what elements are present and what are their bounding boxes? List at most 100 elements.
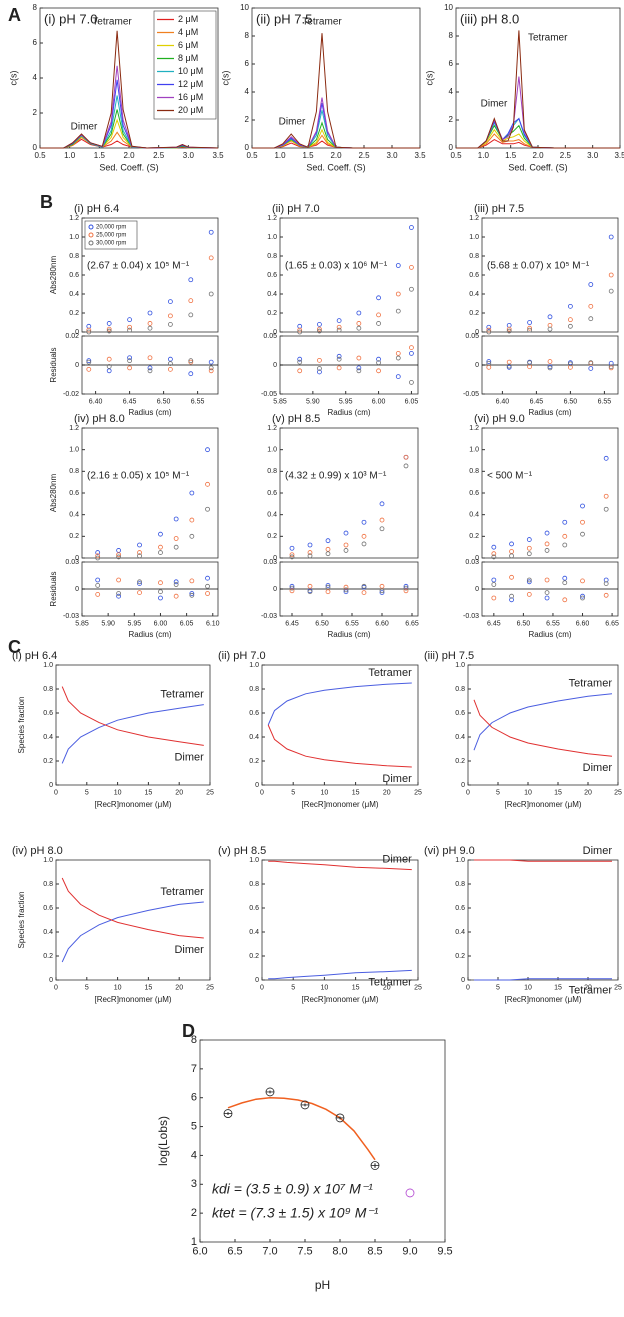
y-tick-label: 0.6 [249, 905, 259, 912]
y-tick-label: 0.4 [43, 734, 53, 741]
series-label: Tetramer [160, 689, 204, 701]
y-tick-label: 0 [475, 555, 479, 562]
marker [336, 318, 342, 324]
x-tick-label: 15 [352, 984, 360, 991]
marker [506, 326, 512, 332]
marker [361, 590, 367, 595]
series-line [252, 97, 420, 149]
y-tick-label: 0 [449, 143, 454, 152]
x-tick-label: 25 [614, 789, 622, 796]
marker [307, 550, 313, 555]
marker [356, 365, 362, 371]
x-tick-label: 5 [291, 789, 295, 796]
x-tick-label: 20 [584, 789, 592, 796]
marker [608, 288, 614, 294]
y-tick-label: 0.4 [69, 291, 79, 298]
y-tick-label: -0.03 [261, 613, 277, 620]
series-line [252, 103, 420, 149]
marker [580, 593, 585, 599]
x-tick-label: 25 [206, 789, 214, 796]
annotation: (1.65 ± 0.03) x 10⁶ M⁻¹ [285, 261, 388, 272]
marker [608, 234, 614, 240]
marker [356, 325, 362, 331]
x-axis-label: [RecR]monomer (μM) [504, 995, 581, 1004]
marker [608, 272, 614, 278]
marker [116, 552, 122, 558]
marker [205, 481, 210, 487]
marker [568, 323, 573, 329]
marker [409, 350, 414, 356]
y-tick-label: 0.8 [69, 468, 79, 475]
marker [158, 531, 163, 537]
plot-frame [467, 859, 619, 981]
marker [106, 364, 112, 369]
y-tick-label: 0 [461, 782, 465, 789]
marker [325, 551, 331, 557]
marker [336, 365, 342, 371]
marker [376, 360, 381, 366]
x-tick-label: 15 [145, 789, 153, 796]
y-tick-label: 0.6 [455, 710, 465, 717]
x-tick-label: 6.55 [345, 620, 359, 627]
annotation: (2.16 ± 0.05) x 10⁵ M⁻¹ [87, 471, 190, 482]
y-tick-label: 2 [191, 1207, 197, 1219]
x-tick-label: 6.10 [206, 620, 220, 627]
marker [395, 355, 401, 361]
y-tick-label: 0.8 [249, 881, 259, 888]
chart-title: (iv) pH 8.0 [12, 845, 63, 857]
series-line [456, 30, 620, 149]
x-tick-label: 15 [554, 984, 562, 991]
y-tick-label: 2 [33, 108, 38, 117]
chart-title: (i) pH 6.4 [12, 650, 57, 662]
marker [361, 541, 367, 547]
marker [395, 308, 401, 314]
marker [189, 592, 195, 598]
marker [409, 264, 414, 270]
legend-label: 12 μM [178, 79, 203, 89]
x-tick-label: 5.85 [273, 398, 287, 405]
y-tick-label: 1.2 [267, 215, 277, 222]
marker [116, 593, 122, 599]
y-tick-label: 0 [33, 143, 38, 152]
marker [403, 585, 409, 591]
series-label: Tetramer [569, 678, 613, 690]
marker [205, 447, 210, 453]
y-tick-label: 0.2 [469, 310, 479, 317]
marker [325, 546, 331, 552]
marker [127, 324, 133, 330]
y-tick-label: 0 [475, 329, 479, 336]
marker [336, 356, 342, 362]
y-tick-label: 0 [273, 362, 277, 369]
marker [608, 364, 614, 370]
y-tick-label: 0.6 [69, 490, 79, 497]
y-tick-label: 8 [245, 31, 250, 40]
marker [173, 593, 179, 599]
y-tick-label: 8 [449, 31, 454, 40]
series-label: Tetramer [368, 976, 412, 988]
x-tick-label: 7.5 [297, 1245, 312, 1257]
marker [506, 363, 512, 369]
x-axis-label: Radius (cm) [128, 408, 171, 417]
plot-frame [261, 859, 419, 981]
series-line [474, 859, 612, 862]
y-tick-label: 1.0 [69, 234, 79, 241]
marker [491, 582, 497, 587]
y-tick-label: 0.03 [65, 559, 79, 566]
series-line [252, 121, 420, 149]
x-tick-label: 25 [614, 984, 622, 991]
legend-label: 30,000 rpm [96, 241, 126, 247]
legend-label: 2 μM [178, 14, 198, 24]
marker [307, 553, 313, 559]
marker [336, 353, 342, 359]
x-tick-label: 20 [584, 984, 592, 991]
marker [335, 1113, 345, 1123]
marker [317, 328, 322, 334]
marker [167, 321, 173, 327]
series-label: Dimer [382, 854, 412, 866]
chart-title: (ii) pH 7.0 [272, 203, 320, 215]
y-tick-label: 0.4 [267, 512, 277, 519]
chart-title: (ii) pH 7.5 [256, 11, 312, 26]
marker [86, 359, 92, 365]
y-tick-label: 0.6 [455, 905, 465, 912]
marker [116, 554, 122, 560]
